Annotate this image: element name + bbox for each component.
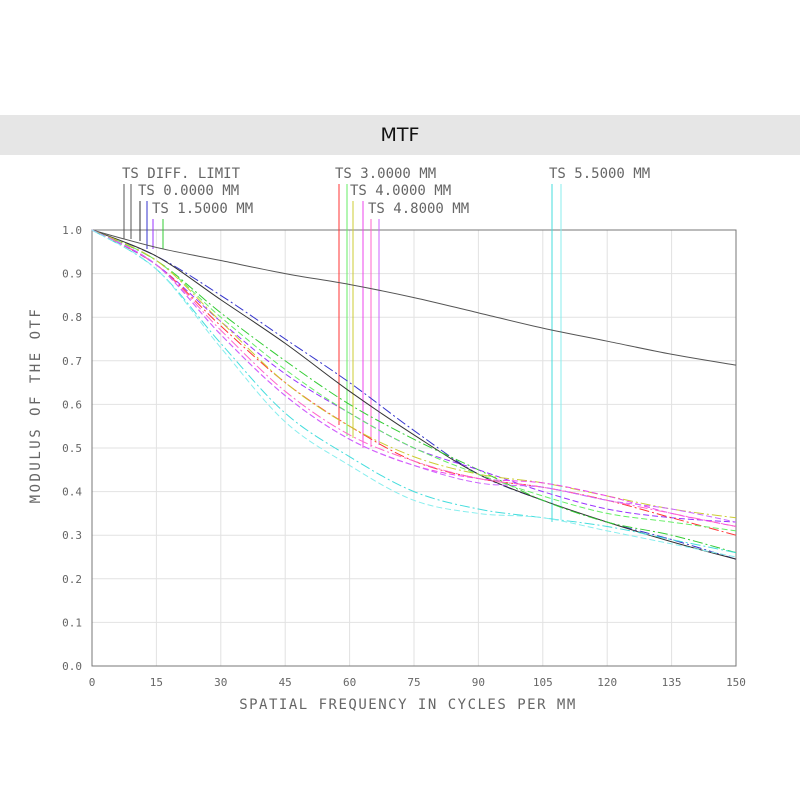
legend-label: TS 4.0000 MM [350, 183, 451, 199]
x-tick-label: 0 [89, 676, 96, 689]
x-axis-label: SPATIAL FREQUENCY IN CYCLES PER MM [239, 697, 577, 713]
mtf-series-line [91, 229, 737, 523]
x-tick-labels: 0 15 30 45 60 75 90 105 120 135 150 [89, 676, 746, 689]
y-tick-label: 0.0 [62, 660, 82, 673]
mtf-series-line [91, 229, 737, 560]
mtf-series-line [91, 229, 737, 519]
legend-label: TS 4.8000 MM [368, 201, 469, 217]
y-tick-label: 0.8 [62, 311, 82, 324]
legend-label: TS DIFF. LIMIT [122, 166, 241, 182]
title-banner: MTF [0, 115, 800, 155]
chart-banner-title: MTF [380, 124, 420, 146]
mtf-series-line [91, 229, 737, 366]
y-tick-label: 0.9 [62, 268, 82, 281]
legend-label: TS 0.0000 MM [138, 183, 239, 199]
legend-label: TS 5.5000 MM [549, 166, 650, 182]
y-tick-label: 1.0 [62, 224, 82, 237]
mtf-series-line [91, 229, 737, 558]
x-tick-label: 120 [597, 676, 617, 689]
x-tick-label: 60 [343, 676, 356, 689]
y-tick-label: 0.3 [62, 529, 82, 542]
x-tick-label: 75 [407, 676, 420, 689]
y-tick-label: 0.4 [62, 486, 82, 499]
x-tick-label: 105 [533, 676, 553, 689]
plot-frame [91, 229, 737, 667]
y-tick-label: 0.2 [62, 573, 82, 586]
x-tick-label: 30 [214, 676, 227, 689]
y-tick-labels: 0.0 0.1 0.2 0.3 0.4 0.5 0.6 0.7 0.8 0.9 1.0 [62, 224, 82, 673]
mtf-series-line [91, 229, 737, 554]
x-tick-label: 150 [726, 676, 746, 689]
series-lines [91, 229, 737, 560]
x-tick-label: 15 [150, 676, 163, 689]
legend-label: TS 3.0000 MM [335, 166, 436, 182]
y-tick-label: 0.7 [62, 355, 82, 368]
y-tick-label: 0.1 [62, 616, 82, 629]
y-tick-label: 0.5 [62, 442, 82, 455]
mtf-series-line [91, 229, 737, 554]
y-tick-label: 0.6 [62, 398, 82, 411]
mtf-series-line [91, 229, 737, 560]
x-tick-label: 45 [279, 676, 292, 689]
legend-label: TS 1.5000 MM [152, 201, 253, 217]
x-tick-label: 90 [472, 676, 485, 689]
mtf-series-line [91, 229, 737, 532]
x-tick-label: 135 [662, 676, 682, 689]
y-axis-label: MODULUS OF THE OTF [28, 307, 44, 504]
mtf-series-line [91, 229, 737, 527]
